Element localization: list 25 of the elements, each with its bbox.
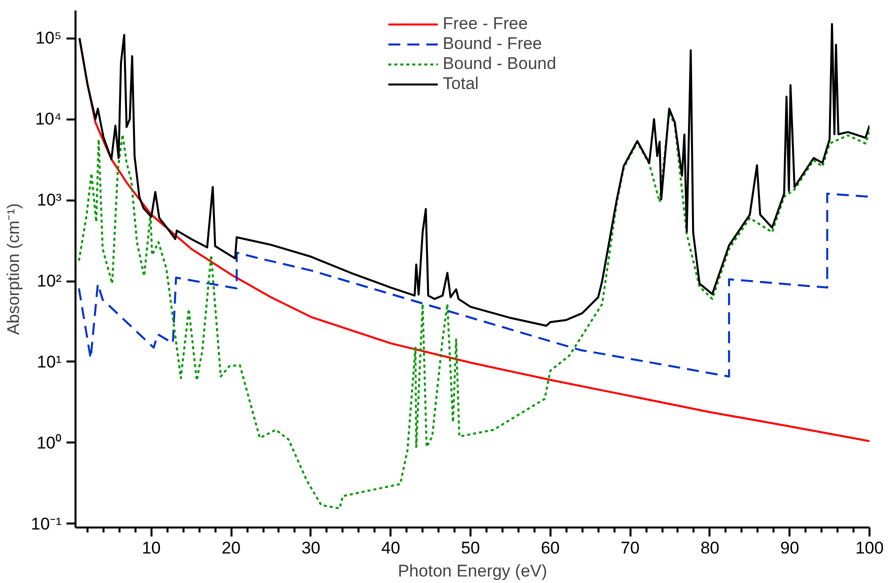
y-tick-label: 10²: [36, 272, 62, 291]
legend-label: Total: [442, 74, 479, 94]
x-tick-label: 40: [381, 538, 400, 558]
line-series: [78, 192, 870, 378]
y-tick-label: 10⁻¹: [30, 514, 62, 534]
x-tick-label: 90: [780, 538, 800, 558]
x-tick-label: 20: [222, 538, 241, 558]
x-tick-label: 80: [700, 538, 720, 558]
x-axis-title: Photon Energy (eV): [398, 562, 548, 580]
x-tick-label: 50: [461, 538, 480, 558]
x-tick-label: 100: [855, 538, 884, 558]
y-tick-label: 10⁴: [35, 110, 62, 129]
legend-label: Bound - Bound: [442, 54, 556, 74]
x-tick-label: 30: [301, 538, 320, 558]
legend-label: Bound - Free: [442, 34, 542, 54]
y-tick-label: 10⁵: [36, 28, 62, 48]
y-tick-label: 10⁰: [36, 433, 62, 452]
y-tick-label: 10³: [36, 190, 62, 210]
y-tick-label: 10¹: [36, 352, 62, 372]
legend-label: Free - Free: [442, 14, 528, 34]
x-tick-label: 60: [540, 538, 560, 558]
x-tick-label: 70: [620, 538, 640, 558]
y-axis-title: Absorption (cm⁻¹): [4, 203, 23, 335]
x-tick-label: 10: [142, 538, 161, 558]
line-series: [78, 112, 870, 510]
